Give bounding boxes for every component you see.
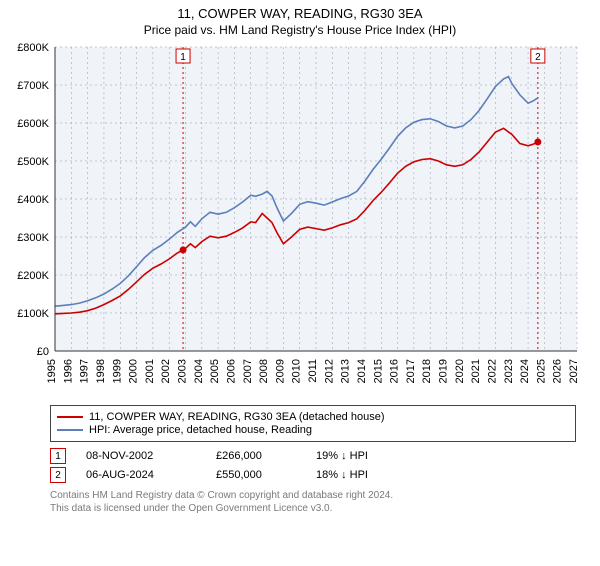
svg-text:2014: 2014 <box>356 359 368 383</box>
svg-text:£400K: £400K <box>17 194 49 206</box>
svg-text:2010: 2010 <box>291 359 303 383</box>
svg-text:2019: 2019 <box>438 359 450 383</box>
svg-text:£100K: £100K <box>17 308 49 320</box>
legend: 11, COWPER WAY, READING, RG30 3EA (detac… <box>50 405 576 442</box>
svg-text:2009: 2009 <box>274 359 286 383</box>
svg-text:£200K: £200K <box>17 270 49 282</box>
svg-text:1996: 1996 <box>62 359 74 383</box>
title-main: 11, COWPER WAY, READING, RG30 3EA <box>0 6 600 21</box>
transaction-index-box: 2 <box>50 467 66 483</box>
svg-text:2013: 2013 <box>340 359 352 383</box>
svg-text:2027: 2027 <box>568 359 580 383</box>
svg-text:1: 1 <box>180 52 186 63</box>
svg-text:2000: 2000 <box>128 359 140 383</box>
footer: Contains HM Land Registry data © Crown c… <box>50 489 576 515</box>
transaction-vs-hpi: 18% ↓ HPI <box>316 469 426 481</box>
legend-swatch <box>57 416 83 418</box>
legend-row: HPI: Average price, detached house, Read… <box>57 424 569 436</box>
legend-label: HPI: Average price, detached house, Read… <box>89 424 312 436</box>
transaction-date: 08-NOV-2002 <box>86 450 196 462</box>
chart: £0 £100K £200K £300K £400K £500K £600K £700K £80… <box>5 41 595 401</box>
svg-text:2002: 2002 <box>160 359 172 383</box>
svg-text:£500K: £500K <box>17 156 49 168</box>
svg-text:2018: 2018 <box>421 359 433 383</box>
svg-text:£700K: £700K <box>17 80 49 92</box>
svg-text:2007: 2007 <box>242 359 254 383</box>
svg-text:2: 2 <box>535 52 541 63</box>
svg-text:2025: 2025 <box>535 359 547 383</box>
svg-text:1998: 1998 <box>95 359 107 383</box>
title-sub: Price paid vs. HM Land Registry's House … <box>0 23 600 37</box>
svg-text:2020: 2020 <box>454 359 466 383</box>
legend-row: 11, COWPER WAY, READING, RG30 3EA (detac… <box>57 411 569 423</box>
svg-text:2015: 2015 <box>372 359 384 383</box>
svg-text:2001: 2001 <box>144 359 156 383</box>
transaction-index-box: 1 <box>50 448 66 464</box>
transaction-date: 06-AUG-2024 <box>86 469 196 481</box>
svg-text:2017: 2017 <box>405 359 417 383</box>
transaction-vs-hpi: 19% ↓ HPI <box>316 450 426 462</box>
transaction-row: 2 06-AUG-2024 £550,000 18% ↓ HPI <box>50 467 576 483</box>
svg-text:2006: 2006 <box>225 359 237 383</box>
footer-line-2: This data is licensed under the Open Gov… <box>50 502 576 515</box>
svg-text:2012: 2012 <box>323 359 335 383</box>
transaction-price: £266,000 <box>216 450 296 462</box>
transaction-price: £550,000 <box>216 469 296 481</box>
svg-text:1999: 1999 <box>111 359 123 383</box>
svg-text:1997: 1997 <box>79 359 91 383</box>
svg-text:2026: 2026 <box>552 359 564 383</box>
svg-text:2023: 2023 <box>503 359 515 383</box>
svg-text:2024: 2024 <box>519 359 531 383</box>
svg-text:2021: 2021 <box>470 359 482 383</box>
svg-text:2003: 2003 <box>177 359 189 383</box>
svg-text:2008: 2008 <box>258 359 270 383</box>
svg-text:2016: 2016 <box>389 359 401 383</box>
legend-swatch <box>57 429 83 431</box>
transactions-table: 1 08-NOV-2002 £266,000 19% ↓ HPI 2 06-AUG-202… <box>50 448 576 483</box>
svg-text:£600K: £600K <box>17 118 49 130</box>
svg-text:2022: 2022 <box>486 359 498 383</box>
svg-text:£0: £0 <box>37 346 49 358</box>
transaction-row: 1 08-NOV-2002 £266,000 19% ↓ HPI <box>50 448 576 464</box>
svg-text:£800K: £800K <box>17 42 49 54</box>
footer-line-1: Contains HM Land Registry data © Crown c… <box>50 489 576 502</box>
legend-label: 11, COWPER WAY, READING, RG30 3EA (detac… <box>89 411 385 423</box>
svg-text:2011: 2011 <box>307 359 319 383</box>
svg-text:£300K: £300K <box>17 232 49 244</box>
svg-text:2004: 2004 <box>193 359 205 383</box>
svg-text:1995: 1995 <box>46 359 58 383</box>
svg-text:2005: 2005 <box>209 359 221 383</box>
